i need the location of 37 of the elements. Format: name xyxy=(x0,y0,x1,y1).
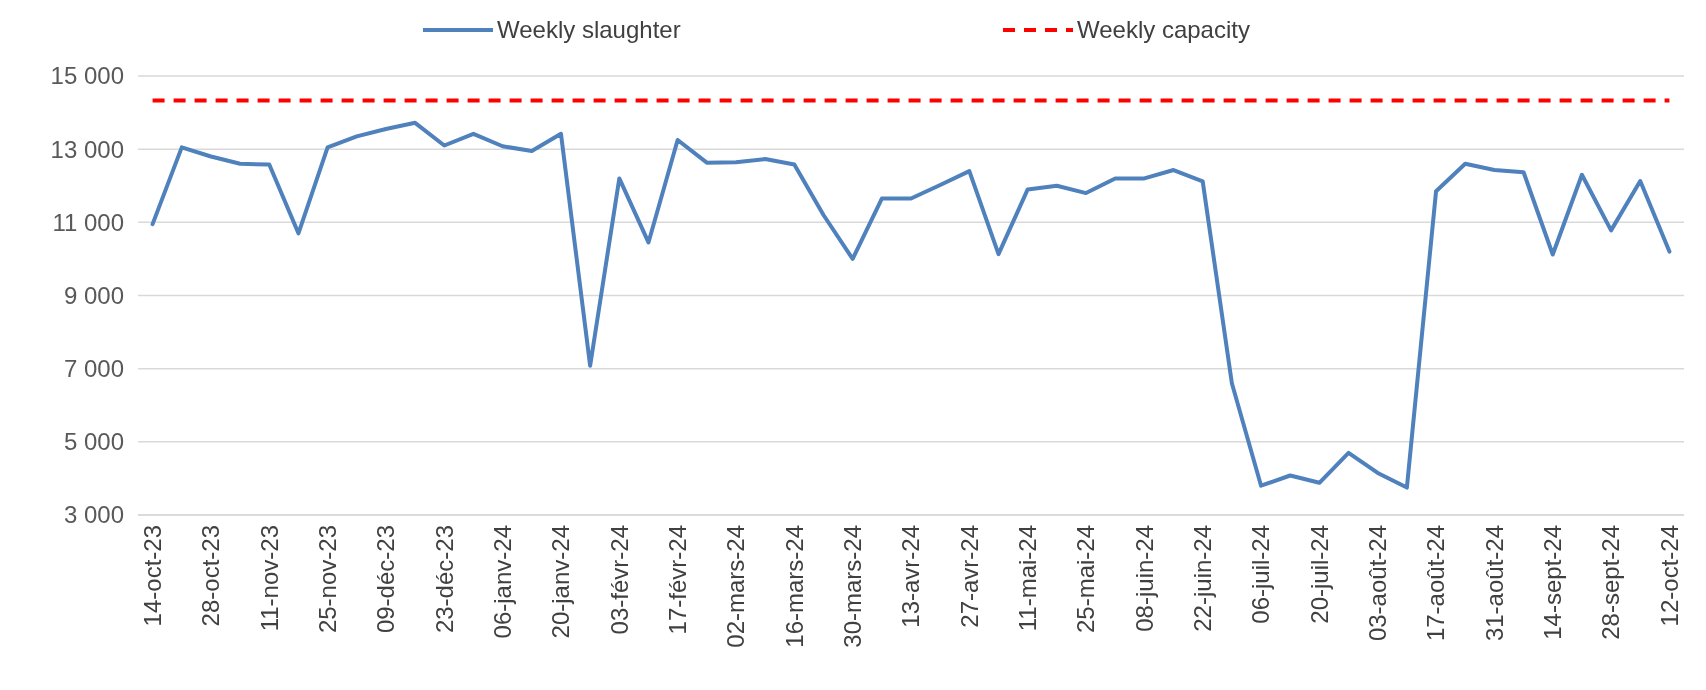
y-tick-label: 7 000 xyxy=(63,355,124,383)
x-tick-label: 03-août-24 xyxy=(1364,525,1392,642)
y-tick-label: 13 000 xyxy=(50,135,124,163)
legend-label: Weekly slaughter xyxy=(497,16,681,43)
x-tick-label: 03-févr-24 xyxy=(605,525,633,635)
y-tick-label: 11 000 xyxy=(52,208,124,236)
x-tick-label: 02-mars-24 xyxy=(722,525,750,648)
line-series xyxy=(150,120,1672,490)
x-tick-label: 13-avr-24 xyxy=(897,525,925,628)
x-tick-label: 14-oct-23 xyxy=(138,525,166,627)
x-tick-label: 06-janv-24 xyxy=(489,525,517,639)
x-tick-label: 31-août-24 xyxy=(1480,525,1508,642)
x-tick-label: 20-juil-24 xyxy=(1305,525,1333,624)
x-tick-label: 25-nov-23 xyxy=(314,525,341,634)
x-tick-label: 23-déc-23 xyxy=(430,525,458,634)
x-tick-label: 06-juil-24 xyxy=(1247,525,1275,624)
y-tick-label: 5 000 xyxy=(63,428,124,456)
x-tick-label: 16-mars-24 xyxy=(780,525,808,648)
x-tick-label: 17-févr-24 xyxy=(664,525,692,635)
x-tick-label: 27-avr-24 xyxy=(955,525,983,628)
x-tick-label: 12-oct-24 xyxy=(1655,525,1683,627)
x-tick-label: 30-mars-24 xyxy=(839,525,867,648)
x-tick-label: 25-mai-24 xyxy=(1072,525,1100,634)
x-tick-label: 20-janv-24 xyxy=(547,525,575,639)
x-tick-label: 22-juin-24 xyxy=(1189,525,1217,632)
x-tick-label: 14-sept-24 xyxy=(1539,525,1567,640)
x-tick-label: 11-nov-23 xyxy=(255,525,283,632)
y-tick-label: 15 000 xyxy=(50,62,124,90)
x-tick-label: 08-juin-24 xyxy=(1130,525,1158,632)
x-tick-label: 17-août-24 xyxy=(1422,525,1450,642)
y-tick-label: 3 000 xyxy=(63,501,124,529)
x-tick-label: 28-sept-24 xyxy=(1597,525,1625,640)
x-tick-label: 11-mai-24 xyxy=(1014,525,1042,632)
x-tick-label: 09-déc-23 xyxy=(372,525,400,634)
y-tick-label: 9 000 xyxy=(63,281,124,309)
legend-label: Weekly capacity xyxy=(1077,16,1250,43)
x-tick-label: 28-oct-23 xyxy=(197,525,225,627)
